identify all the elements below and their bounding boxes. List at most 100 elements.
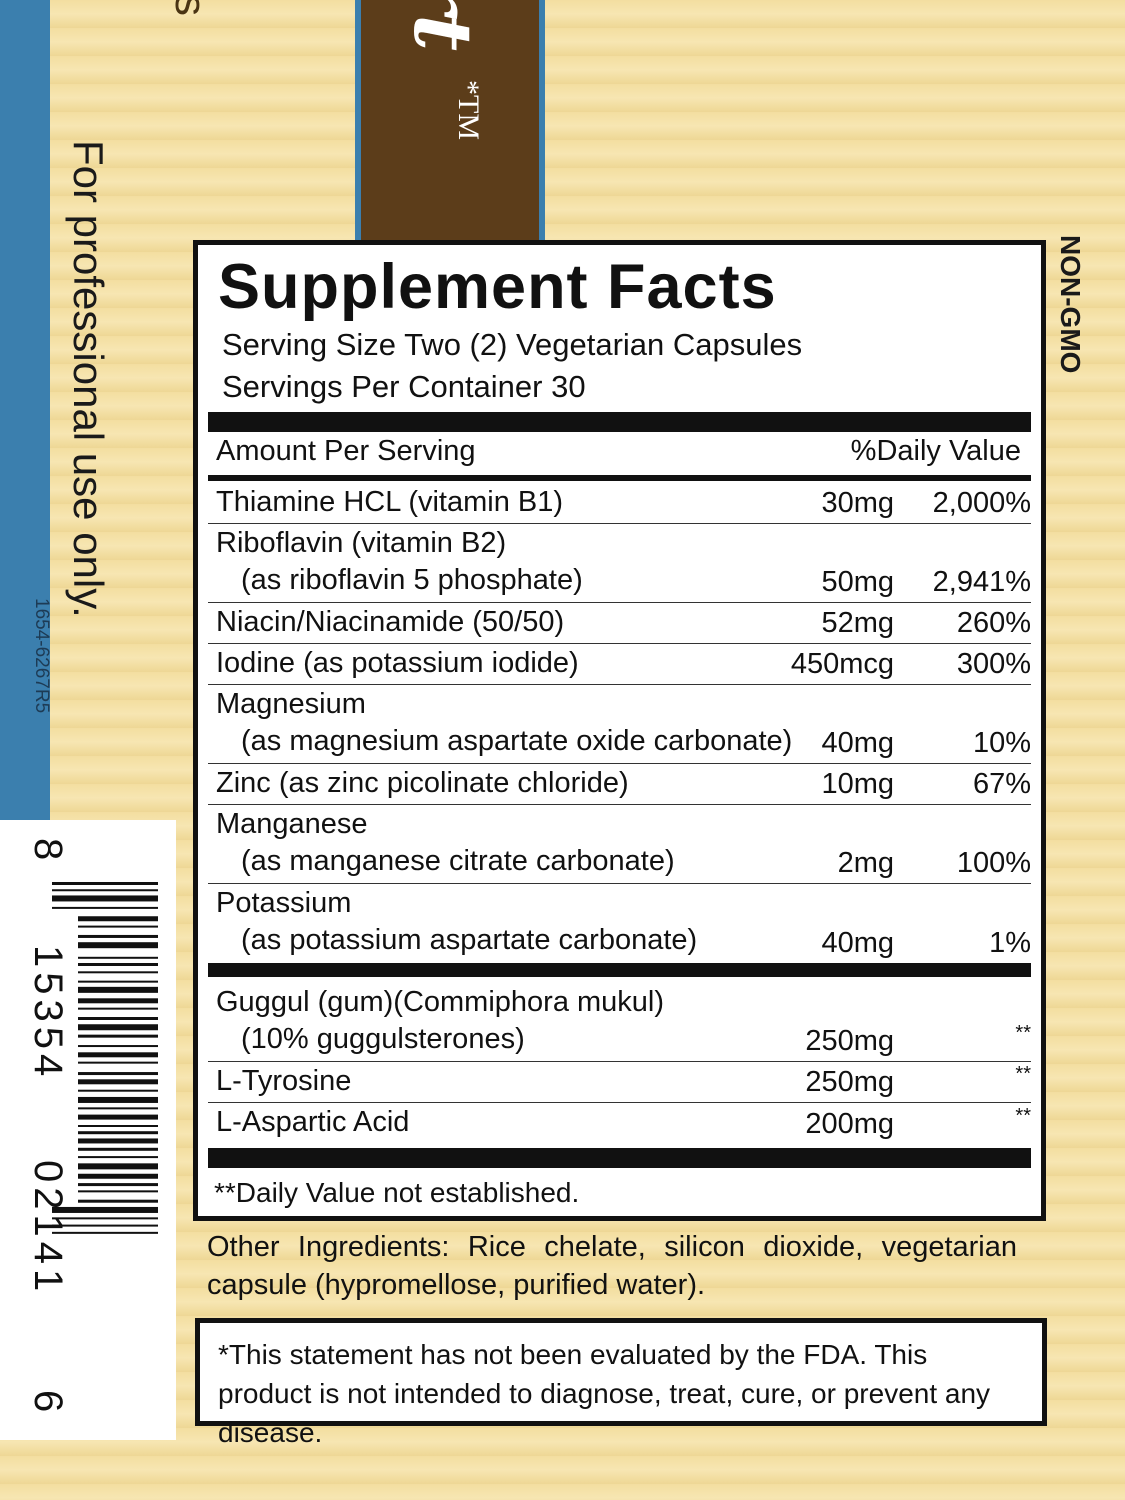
nutrient-row: L-Tyrosine 250mg ** [208,1062,1031,1103]
barcode-bar [52,1206,158,1213]
nutrient-source: (as riboflavin 5 phosphate) [241,564,583,596]
barcode-bar [78,1183,158,1187]
nutrient-name: Riboflavin (vitamin B2) [216,527,507,559]
barcode-bar [78,1061,158,1064]
logo-text: rt [396,0,490,52]
barcode-bar [78,1045,158,1048]
blue-stripe [0,0,50,820]
barcode-bar [52,889,158,892]
other-ingredients: Other Ingredients: Rice chelate, silicon… [207,1231,1017,1301]
nutrient-source: (as manganese citrate carbonate) [241,845,675,877]
barcode-bar [52,882,158,885]
brand-letter: s [166,0,215,16]
nutrient-row: Thiamine HCL (vitamin B1) 30mg 2,000% [208,483,1031,524]
nutrient-name: Thiamine HCL (vitamin B1) [216,486,564,518]
nutrient-name: Iodine (as potassium iodide) [216,647,579,679]
nutrient-row: Guggul (gum)(Commiphora mukul) (10% guggu… [208,983,1031,1062]
product-code: 1654-6267R5 [31,598,52,714]
barcode-bar [78,1131,158,1135]
nutrient-row: L-Aspartic Acid 200mg ** [208,1103,1031,1144]
nutrient-amount: 40mg [821,927,894,959]
serving-size: Serving Size Two (2) Vegetarian Capsules [222,327,803,362]
nutrient-list: Thiamine HCL (vitamin B1) 30mg 2,000% Ribof… [208,483,1031,963]
nutrient-amount: 200mg [805,1108,894,1140]
barcode-digit: 15354 [26,945,70,1082]
barcode-bar [78,1089,158,1092]
barcode-bar [78,1052,158,1058]
nutrient-amount: 2mg [837,847,894,879]
nutrient-name: L-Aspartic Acid [216,1106,410,1138]
barcode-bar [52,1231,158,1234]
barcode-bar [78,916,158,922]
servings-per-container: Servings Per Container 30 [222,369,586,404]
nutrient-row: Potassium (as potassium aspartate carbona… [208,884,1031,963]
nutrient-daily-value: 1% [989,927,1031,959]
barcode-bar [78,1072,158,1076]
barcode-bar [78,980,158,983]
barcode-bar [78,1034,158,1038]
barcode-bar [52,895,158,902]
divider-medium [208,475,1031,481]
barcode-bar [78,1173,158,1179]
nutrient-row: Magnesium (as magnesium aspartate oxide c… [208,685,1031,764]
barcode-digit: 02141 [26,1160,70,1297]
nutrient-daily-value: ** [1015,1022,1031,1044]
panel-title: Supplement Facts [218,252,777,322]
professional-use-text: For professional use only. [65,140,112,618]
nutrient-daily-value: 260% [956,607,1031,639]
supplement-facts-panel: Supplement Facts Serving Size Two (2) Ve… [193,240,1046,1221]
nutrient-row: Riboflavin (vitamin B2) (as riboflavin 5 … [208,524,1031,603]
divider-thick [208,963,1031,977]
barcode-bar [78,1114,158,1120]
nutrient-amount: 10mg [821,768,894,800]
barcode-bar [78,1163,158,1170]
nutrient-name: Zinc (as zinc picolinate chloride) [216,767,629,799]
nutrient-amount: 30mg [821,487,894,519]
nutrient-name: Magnesium [216,688,366,720]
nutrient-name: Niacin/Niacinamide (50/50) [216,606,565,638]
other-nutrient-list: Guggul (gum)(Commiphora mukul) (10% guggu… [208,983,1031,1144]
nutrient-name: Potassium [216,887,352,919]
amount-header: Amount Per Serving [216,435,476,467]
barcode-bar [78,1079,158,1085]
nutrient-row: Manganese (as manganese citrate carbonate… [208,805,1031,884]
nutrient-amount: 40mg [821,727,894,759]
nutrient-daily-value: 100% [956,847,1031,879]
dv-header: %Daily Value [850,435,1021,467]
barcode-bar [78,971,158,974]
nutrient-amount: 250mg [805,1066,894,1098]
divider-thick [208,412,1031,432]
barcode-bar [78,1156,158,1159]
nutrient-amount: 250mg [805,1025,894,1057]
nutrient-daily-value: 67% [972,768,1031,800]
table-header: Amount Per Serving %Daily Value [216,435,1021,468]
barcode-bar [78,956,158,959]
barcode-bar [78,1007,158,1010]
fda-disclaimer: *This statement has not been evaluated b… [195,1318,1047,1448]
barcode-bar [52,1224,158,1227]
nutrient-daily-value: 2,941% [932,566,1031,598]
nutrient-name: L-Tyrosine [216,1065,352,1097]
footnote: **Daily Value not established. [214,1177,580,1208]
barcode-bar [78,1190,158,1193]
barcode-bar [78,1199,158,1203]
barcode-bar [78,963,158,966]
barcode-bar [78,1125,158,1127]
barcode-bar [78,942,158,949]
non-gmo-label: NON-GMO [1055,235,1086,374]
nutrient-daily-value: ** [1015,1105,1031,1127]
barcode: 8 15354 02141 6 [0,820,176,1440]
barcode-bar [78,1147,158,1151]
nutrient-name: Manganese [216,808,368,840]
nutrient-source: (as potassium aspartate carbonate) [241,924,698,956]
barcode-bars [52,882,158,1234]
nutrient-amount: 52mg [821,607,894,639]
nutrient-amount: 450mcg [790,648,894,680]
nutrient-daily-value: 300% [956,648,1031,680]
nutrient-amount: 50mg [821,566,894,598]
nutrient-source: (10% guggulsterones) [241,1023,525,1055]
nutrient-row: Niacin/Niacinamide (50/50) 52mg 260% [208,603,1031,644]
barcode-bar [78,1138,158,1144]
nutrient-row: Iodine (as potassium iodide) 450mcg 300% [208,644,1031,685]
trademark: *TM [452,80,485,140]
